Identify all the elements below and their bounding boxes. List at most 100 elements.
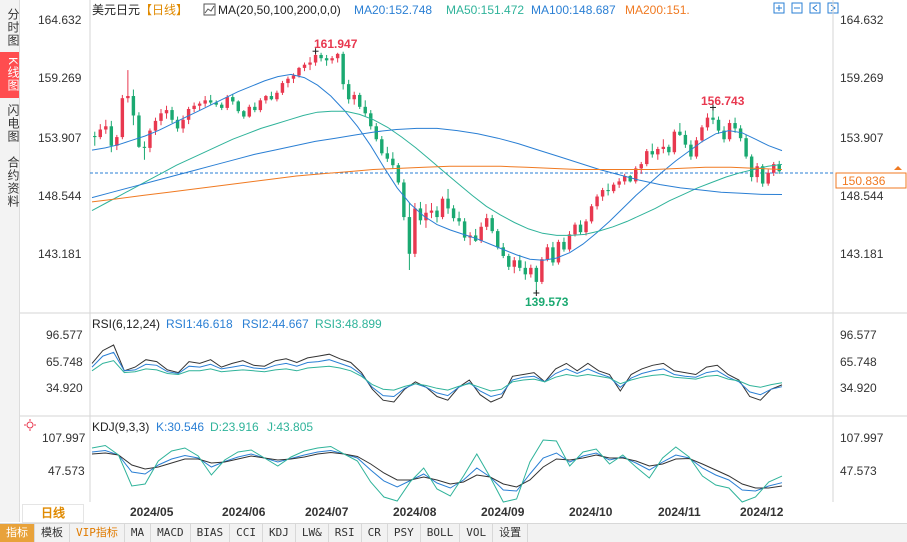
y-tick-left: 143.181 bbox=[38, 247, 82, 261]
toolbar-item-7[interactable]: KDJ bbox=[263, 524, 296, 542]
candle-body bbox=[341, 53, 345, 85]
toolbar-item-3[interactable]: MA bbox=[125, 524, 152, 542]
y-tick-right: 164.632 bbox=[840, 13, 884, 27]
kdj-settings-icon[interactable] bbox=[24, 419, 36, 431]
candle-body bbox=[661, 146, 666, 149]
candle-body bbox=[534, 267, 539, 282]
chart-svg[interactable]: 美元日元 【日线】 MA(20,50,100,200,0,0) MA20:152… bbox=[20, 0, 907, 522]
toolbar-item-11[interactable]: PSY bbox=[388, 524, 421, 542]
kdj-y-tick-left: 47.573 bbox=[48, 464, 85, 478]
toolbar-item-6[interactable]: CCI bbox=[230, 524, 263, 542]
candle-body bbox=[247, 106, 252, 117]
candle-body bbox=[678, 131, 682, 135]
candle-body bbox=[451, 208, 456, 219]
candle-body bbox=[496, 231, 500, 248]
y-tick-left: 164.632 bbox=[38, 13, 82, 27]
candle-body bbox=[755, 166, 759, 178]
candle-body bbox=[181, 119, 185, 129]
x-tick: 2024/10 bbox=[569, 505, 613, 519]
y-tick-right: 148.544 bbox=[840, 189, 884, 203]
zoom-in-icon[interactable] bbox=[773, 2, 785, 14]
candle-body bbox=[380, 139, 384, 154]
candle-body bbox=[120, 98, 125, 138]
candle-body bbox=[479, 226, 483, 241]
candle-body bbox=[622, 175, 627, 182]
candle-body bbox=[313, 54, 318, 63]
y-tick-right: 153.907 bbox=[840, 131, 884, 145]
candle-body bbox=[749, 156, 754, 178]
tab-kline[interactable]: K线图 bbox=[0, 52, 20, 98]
candle-body bbox=[137, 115, 141, 147]
kdj-k-value: K:30.546 bbox=[156, 420, 204, 434]
candle-body bbox=[667, 146, 671, 153]
candle-body bbox=[236, 101, 240, 112]
candle-body bbox=[203, 100, 207, 104]
candle-body bbox=[385, 153, 390, 159]
rsi-y-tick-left: 34.920 bbox=[46, 381, 83, 395]
high-annotation-2: 156.743 bbox=[701, 94, 745, 108]
period-button[interactable]: 日线 bbox=[22, 504, 84, 523]
candle-body bbox=[402, 182, 406, 218]
candle-body bbox=[175, 119, 180, 129]
candle-body bbox=[148, 130, 152, 148]
zoom-out-icon[interactable] bbox=[791, 2, 803, 14]
rsi-y-tick-right: 34.920 bbox=[840, 381, 877, 395]
low-annotation: 139.573 bbox=[525, 295, 569, 309]
candle-body bbox=[429, 210, 434, 213]
candle-body bbox=[418, 208, 423, 221]
ma200-line bbox=[91, 165, 783, 203]
candle-body bbox=[98, 129, 102, 138]
toolbar-item-4[interactable]: MACD bbox=[151, 524, 191, 542]
left-sidebar: 分时图 K线图 闪电图 合约资料 bbox=[0, 0, 20, 522]
candle-body bbox=[545, 247, 550, 260]
candle-body bbox=[352, 94, 356, 100]
symbol-title: 美元日元 bbox=[92, 3, 140, 17]
chart-area[interactable]: 美元日元 【日线】 MA(20,50,100,200,0,0) MA20:152… bbox=[20, 0, 907, 522]
candle-body bbox=[573, 224, 577, 235]
toolbar-item-9[interactable]: RSI bbox=[329, 524, 362, 542]
kdj-layer-series-1 bbox=[91, 451, 783, 489]
candle-body bbox=[645, 151, 649, 165]
toolbar-item-12[interactable]: BOLL bbox=[421, 524, 461, 542]
candle-body bbox=[490, 218, 494, 232]
toolbar-item-1[interactable]: 模板 bbox=[35, 524, 70, 542]
candle-body bbox=[551, 247, 555, 263]
candle-body bbox=[335, 53, 340, 59]
tab-timeshare[interactable]: 分时图 bbox=[6, 7, 20, 47]
rsi-y-tick-right: 96.577 bbox=[840, 328, 877, 342]
price-arrow-icon bbox=[894, 166, 902, 170]
kdj-plot bbox=[91, 439, 783, 503]
period-tag: 【日线】 bbox=[140, 3, 188, 17]
tab-contract-info[interactable]: 合约资料 bbox=[6, 156, 20, 208]
candle-body bbox=[93, 136, 97, 138]
candle-body bbox=[186, 108, 191, 120]
toolbar-item-14[interactable]: 设置 bbox=[493, 524, 529, 542]
toolbar-item-10[interactable]: CR bbox=[362, 524, 388, 542]
candle-body bbox=[109, 126, 114, 146]
last-price-tag bbox=[835, 172, 907, 189]
tab-flash-chart[interactable]: 闪电图 bbox=[6, 103, 20, 143]
y-tick-right: 143.181 bbox=[840, 247, 884, 261]
toolbar-item-2[interactable]: VIP指标 bbox=[70, 524, 125, 542]
candle-body bbox=[253, 106, 257, 111]
candle-body bbox=[722, 130, 726, 140]
candle-body bbox=[330, 58, 334, 61]
x-tick: 2024/06 bbox=[222, 505, 266, 519]
toolbar-item-0[interactable]: 指标 bbox=[0, 524, 35, 542]
candle-body bbox=[242, 111, 246, 117]
candle-body bbox=[142, 146, 147, 148]
candle-body bbox=[115, 137, 119, 146]
kdj-y-tick-right: 107.997 bbox=[840, 431, 884, 445]
x-tick: 2024/11 bbox=[658, 505, 701, 519]
ma-settings-icon-line bbox=[204, 5, 215, 14]
toolbar-item-8[interactable]: LW& bbox=[296, 524, 329, 542]
ma20-value: MA20:152.748 bbox=[354, 3, 432, 17]
candle-body bbox=[396, 165, 401, 183]
move-left-icon[interactable] bbox=[809, 2, 821, 14]
toolbar-item-13[interactable]: VOL bbox=[460, 524, 494, 542]
toolbar-item-5[interactable]: BIAS bbox=[191, 524, 231, 542]
candle-body bbox=[507, 255, 511, 267]
ma-settings-icon[interactable] bbox=[203, 3, 216, 16]
candle-body bbox=[264, 96, 268, 101]
candle-body bbox=[104, 126, 108, 130]
